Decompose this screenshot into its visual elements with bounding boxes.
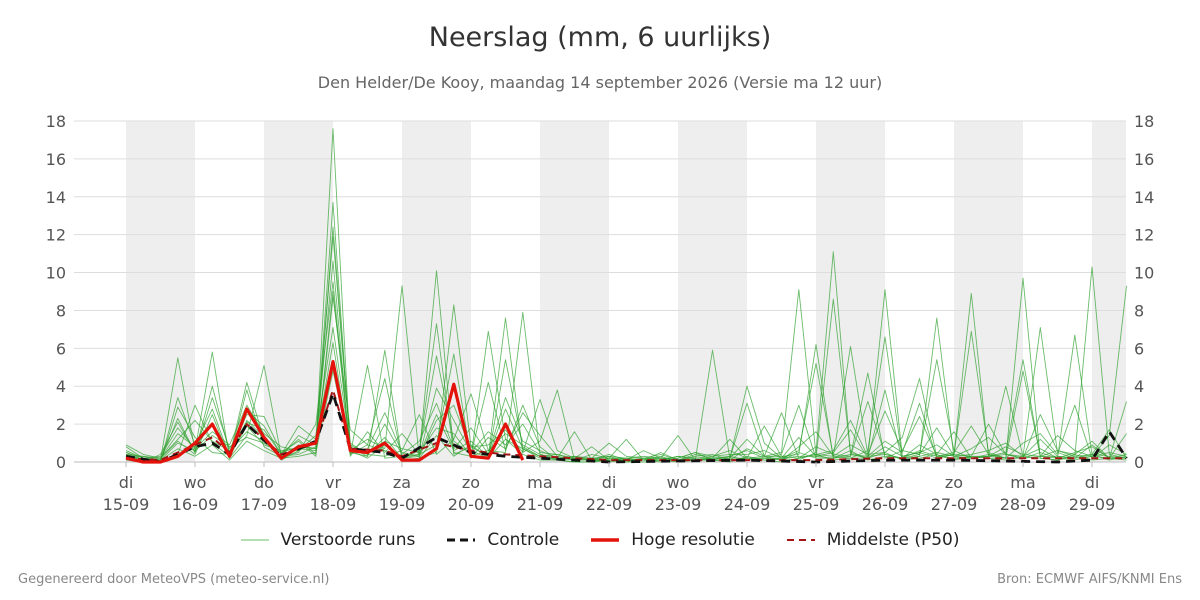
y-tick-right-2: 2 (1134, 415, 1144, 434)
x-tick-day-23-09: wo (667, 473, 690, 492)
x-tick-date-15-09: 15-09 (103, 495, 150, 514)
legend-label-median: Middelste (P50) (826, 530, 960, 550)
x-tick-date-19-09: 19-09 (379, 495, 426, 514)
x-tick-date-28-09: 28-09 (1000, 495, 1047, 514)
legend-item-median[interactable]: Middelste (P50) (786, 530, 960, 550)
x-tick-date-22-09: 22-09 (586, 495, 633, 514)
legend-swatch-hires (591, 538, 620, 542)
y-tick-left-8: 8 (56, 301, 66, 320)
x-tick-day-20-09: zo (462, 473, 480, 492)
legend-swatch-ensemble (240, 539, 269, 541)
series-line-controle (125, 392, 1128, 464)
y-tick-left-12: 12 (46, 226, 66, 245)
x-tick-day-28-09: ma (1010, 473, 1035, 492)
y-tick-right-8: 8 (1134, 301, 1144, 320)
y-tick-left-6: 6 (56, 339, 66, 358)
x-tick-day-17-09: do (254, 473, 274, 492)
y-tick-right-10: 10 (1134, 264, 1154, 283)
y-tick-left-18: 18 (46, 112, 66, 131)
legend-label-hires: Hoge resolutie (631, 530, 755, 550)
x-tick-date-29-09: 29-09 (1069, 495, 1116, 514)
x-tick-date-23-09: 23-09 (655, 495, 702, 514)
footer-source: Bron: ECMWF AIFS/KNMI Ens (997, 572, 1182, 587)
x-tick-date-24-09: 24-09 (724, 495, 771, 514)
y-tick-right-16: 16 (1134, 150, 1154, 169)
x-tick-day-24-09: do (737, 473, 757, 492)
legend-label-control: Controle (487, 530, 560, 550)
y-tick-right-4: 4 (1134, 377, 1144, 396)
y-tick-left-2: 2 (56, 415, 66, 434)
day-band-29-09 (1092, 121, 1126, 462)
x-tick-day-29-09: di (1085, 473, 1100, 492)
x-tick-date-21-09: 21-09 (517, 495, 564, 514)
legend-item-hires[interactable]: Hoge resolutie (591, 530, 755, 550)
y-tick-left-10: 10 (46, 264, 66, 283)
x-tick-day-16-09: wo (184, 473, 207, 492)
x-tick-day-18-09: vr (325, 473, 341, 492)
legend-label-ensemble: Verstoorde runs (280, 530, 416, 550)
chart-legend: Verstoorde runs Controle Hoge resolutie … (0, 530, 1200, 550)
legend-item-ensemble[interactable]: Verstoorde runs (240, 530, 416, 550)
day-band-23-09 (678, 121, 747, 462)
y-tick-right-12: 12 (1134, 226, 1154, 245)
y-tick-right-14: 14 (1134, 188, 1154, 207)
y-tick-right-0: 0 (1134, 453, 1144, 472)
chart-title: Neerslag (mm, 6 uurlijks) (428, 22, 772, 53)
day-band-15-09 (126, 121, 195, 462)
day-band-21-09 (540, 121, 609, 462)
x-tick-date-27-09: 27-09 (931, 495, 978, 514)
x-tick-date-17-09: 17-09 (241, 495, 288, 514)
x-tick-day-22-09: di (602, 473, 617, 492)
x-tick-day-25-09: vr (808, 473, 824, 492)
x-tick-date-26-09: 26-09 (862, 495, 909, 514)
x-tick-date-20-09: 20-09 (448, 495, 495, 514)
x-tick-day-26-09: za (876, 473, 894, 492)
day-band-27-09 (954, 121, 1023, 462)
series-line-hoge-resolutie (125, 360, 525, 464)
legend-swatch-control (447, 538, 476, 542)
y-tick-right-6: 6 (1134, 339, 1144, 358)
y-tick-left-14: 14 (46, 188, 66, 207)
y-tick-left-16: 16 (46, 150, 66, 169)
y-tick-left-4: 4 (56, 377, 66, 396)
x-tick-day-21-09: ma (527, 473, 552, 492)
x-tick-date-25-09: 25-09 (793, 495, 840, 514)
ensemble-run-2 (125, 202, 1127, 461)
legend-item-control[interactable]: Controle (447, 530, 559, 550)
x-tick-date-16-09: 16-09 (172, 495, 219, 514)
footer-generator: Gegenereerd door MeteoVPS (meteo-service… (18, 572, 330, 587)
x-tick-day-15-09: di (119, 473, 134, 492)
x-tick-date-18-09: 18-09 (310, 495, 357, 514)
x-tick-day-19-09: za (393, 473, 411, 492)
y-tick-right-18: 18 (1134, 112, 1154, 131)
x-tick-day-27-09: zo (945, 473, 963, 492)
y-tick-left-0: 0 (56, 453, 66, 472)
chart-subtitle: Den Helder/De Kooy, maandag 14 september… (317, 73, 883, 92)
legend-swatch-median (786, 539, 815, 541)
